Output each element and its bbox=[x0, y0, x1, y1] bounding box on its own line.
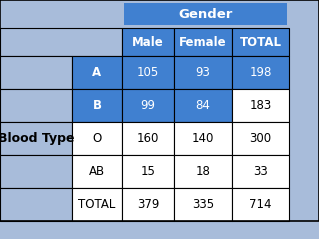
Text: 15: 15 bbox=[141, 165, 155, 178]
Text: 198: 198 bbox=[249, 66, 272, 79]
Bar bbox=[122, 56, 174, 89]
Text: A: A bbox=[93, 66, 101, 79]
Text: 183: 183 bbox=[249, 99, 271, 112]
Text: Gender: Gender bbox=[178, 7, 233, 21]
Bar bbox=[0, 56, 72, 89]
Bar bbox=[0, 155, 72, 188]
Bar bbox=[72, 122, 122, 155]
Text: AB: AB bbox=[89, 165, 105, 178]
Bar bbox=[174, 188, 232, 221]
Bar bbox=[122, 28, 174, 56]
Bar bbox=[174, 89, 232, 122]
Bar bbox=[174, 122, 232, 155]
Text: 33: 33 bbox=[253, 165, 268, 178]
Text: 379: 379 bbox=[137, 198, 159, 211]
Bar bbox=[0, 0, 319, 28]
Text: 335: 335 bbox=[192, 198, 214, 211]
Text: B: B bbox=[93, 99, 101, 112]
Text: O: O bbox=[93, 132, 102, 145]
Text: 18: 18 bbox=[196, 165, 211, 178]
Text: 714: 714 bbox=[249, 198, 272, 211]
Bar bbox=[72, 188, 122, 221]
Bar bbox=[0, 188, 72, 221]
Text: 93: 93 bbox=[196, 66, 211, 79]
Text: Female: Female bbox=[179, 36, 227, 49]
Bar bbox=[0, 28, 122, 56]
Text: Male: Male bbox=[132, 36, 164, 49]
Text: TOTAL: TOTAL bbox=[78, 198, 116, 211]
Bar bbox=[0, 122, 72, 155]
Bar bbox=[122, 122, 174, 155]
Bar bbox=[124, 3, 287, 25]
Text: 140: 140 bbox=[192, 132, 214, 145]
Text: 84: 84 bbox=[196, 99, 211, 112]
Bar bbox=[232, 122, 289, 155]
Bar bbox=[72, 56, 122, 89]
Bar bbox=[174, 28, 232, 56]
Text: Blood Type: Blood Type bbox=[0, 132, 74, 145]
Text: 300: 300 bbox=[249, 132, 271, 145]
Bar bbox=[232, 56, 289, 89]
Bar bbox=[72, 89, 122, 122]
Text: 99: 99 bbox=[140, 99, 155, 112]
Bar bbox=[232, 89, 289, 122]
Bar bbox=[122, 89, 174, 122]
Bar bbox=[174, 56, 232, 89]
Bar bbox=[72, 155, 122, 188]
Bar bbox=[122, 188, 174, 221]
Text: 160: 160 bbox=[137, 132, 159, 145]
Bar bbox=[174, 155, 232, 188]
Bar bbox=[122, 155, 174, 188]
Bar bbox=[232, 155, 289, 188]
Text: 105: 105 bbox=[137, 66, 159, 79]
Bar bbox=[232, 28, 289, 56]
Bar bbox=[232, 188, 289, 221]
Text: TOTAL: TOTAL bbox=[240, 36, 281, 49]
Bar bbox=[0, 89, 72, 122]
